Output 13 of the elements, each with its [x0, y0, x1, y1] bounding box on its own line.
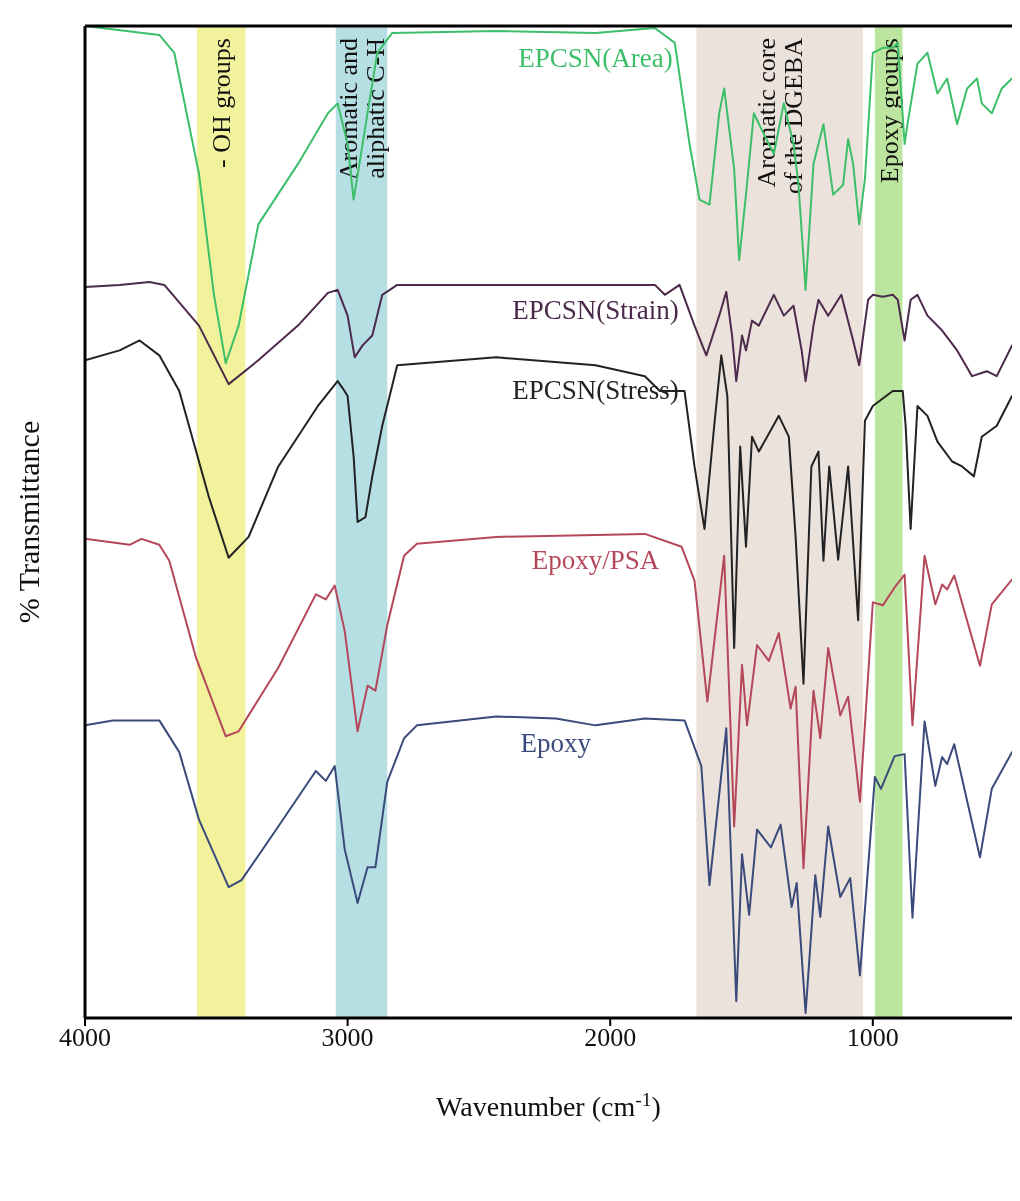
- band-label: - OH groups: [207, 38, 237, 168]
- series-label: EPCSN(Strain): [512, 294, 679, 325]
- series-label: EPCSN(Area): [518, 42, 673, 73]
- x-tick-label: 4000: [59, 1023, 111, 1053]
- series-label: EPCSN(Stress): [512, 375, 679, 406]
- band-label: Epoxy groups: [874, 38, 904, 184]
- x-tick-label: 1000: [846, 1023, 899, 1053]
- y-axis-title: % Transmittance: [11, 420, 45, 624]
- series-label: Epoxy/PSA: [531, 544, 660, 575]
- x-tick-label: 2000: [584, 1023, 637, 1053]
- series-label: Epoxy: [520, 728, 592, 759]
- x-tick-label: 3000: [321, 1023, 374, 1053]
- x-axis-title: Wavenumber (cm$^{-1}$): [436, 1088, 661, 1122]
